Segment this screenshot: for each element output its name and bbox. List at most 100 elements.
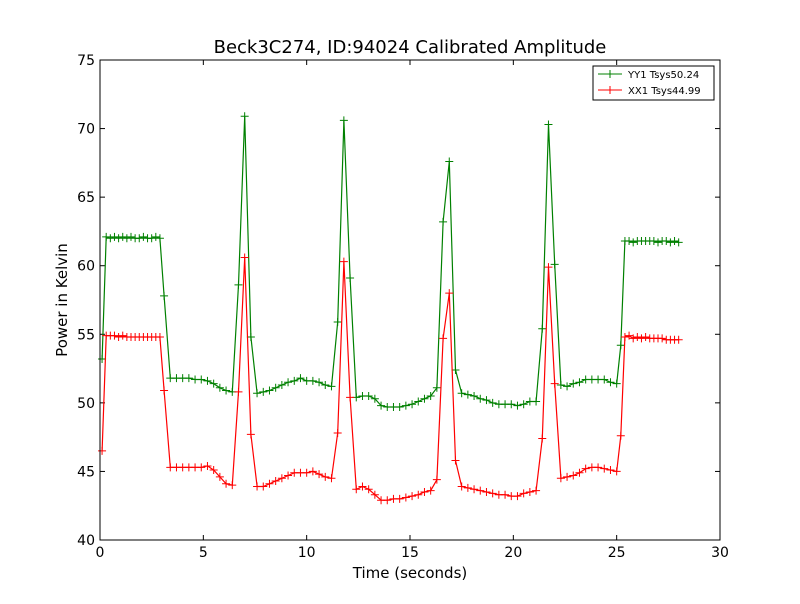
data-point-1-95 <box>641 333 650 342</box>
data-point-0-30 <box>253 389 262 398</box>
data-point-0-29 <box>246 333 255 342</box>
data-point-1-86 <box>600 464 609 473</box>
legend-box <box>592 65 715 101</box>
x-tick-label-3: 15 <box>401 545 419 561</box>
data-point-1-91 <box>625 331 634 340</box>
data-point-1-35 <box>284 471 293 480</box>
data-point-0-22 <box>203 376 212 385</box>
data-point-0-19 <box>184 374 193 383</box>
y-tick-label-0: 40 <box>77 533 95 549</box>
data-point-0-55 <box>408 400 417 409</box>
data-point-1-56 <box>414 490 423 499</box>
legend-label-yy1: YY1 Tsys50.24 <box>627 70 699 81</box>
data-point-0-66 <box>476 394 485 403</box>
data-point-1-53 <box>395 494 404 503</box>
data-point-0-48 <box>364 392 373 400</box>
data-point-0-21 <box>197 375 206 384</box>
data-point-0-41 <box>321 381 330 390</box>
data-point-0-45 <box>346 274 355 283</box>
data-point-1-23 <box>209 466 218 475</box>
data-point-1-77 <box>544 263 553 272</box>
data-point-0-98 <box>654 238 662 247</box>
data-point-1-60 <box>439 334 448 343</box>
x-tick-label-0: 0 <box>96 545 105 561</box>
data-point-0-12 <box>147 234 156 243</box>
data-point-0-49 <box>370 394 379 403</box>
series-1 <box>98 253 683 505</box>
data-point-1-44 <box>339 257 348 266</box>
data-point-1-80 <box>563 472 572 481</box>
data-point-1-78 <box>550 379 559 388</box>
data-point-1-79 <box>556 474 565 483</box>
data-point-0-23 <box>209 379 218 388</box>
data-point-1-32 <box>265 479 274 488</box>
data-point-0-86 <box>600 375 609 384</box>
plot-frame <box>99 59 721 541</box>
data-point-0-81 <box>569 379 578 388</box>
data-point-0-72 <box>513 401 522 410</box>
data-point-1-88 <box>612 467 621 476</box>
data-point-0-35 <box>284 378 293 387</box>
data-point-1-48 <box>364 485 373 494</box>
data-point-0-24 <box>215 383 224 392</box>
data-point-0-7 <box>127 232 135 241</box>
data-point-1-33 <box>271 477 280 486</box>
chart-title: Beck3C274, ID:94024 Calibrated Amplitude <box>214 37 607 58</box>
y-tick-label-5: 65 <box>77 190 95 206</box>
data-point-0-42 <box>327 382 336 391</box>
data-point-0-54 <box>401 401 410 410</box>
y-tick-label-7: 75 <box>77 53 95 69</box>
data-point-0-101 <box>666 238 675 247</box>
data-point-0-100 <box>662 237 671 246</box>
data-point-1-65 <box>470 485 479 494</box>
data-point-0-4 <box>114 234 123 243</box>
x-axis-label: Time (seconds) <box>352 564 468 582</box>
data-point-0-6 <box>122 234 131 243</box>
data-point-1-57 <box>420 488 429 496</box>
data-point-0-53 <box>395 402 404 411</box>
data-point-0-50 <box>377 401 386 410</box>
data-point-1-43 <box>333 429 342 438</box>
data-point-1-75 <box>532 486 541 495</box>
data-point-1-24 <box>215 472 224 481</box>
data-point-0-97 <box>649 237 658 246</box>
data-point-1-89 <box>616 431 625 440</box>
data-point-0-3 <box>110 232 119 241</box>
data-point-1-45 <box>346 393 355 402</box>
x-tick-label-2: 10 <box>298 545 316 561</box>
data-point-1-14 <box>155 333 164 342</box>
data-point-0-67 <box>482 396 491 405</box>
data-point-0-28 <box>240 112 249 121</box>
y-axis-label: Power in Kelvin <box>53 243 71 357</box>
data-point-1-103 <box>674 335 683 344</box>
data-point-1-85 <box>594 463 603 472</box>
data-point-0-79 <box>556 381 565 390</box>
data-point-0-27 <box>234 280 243 289</box>
data-point-1-92 <box>629 334 638 343</box>
data-point-0-63 <box>457 389 466 398</box>
data-point-1-22 <box>203 461 212 470</box>
legend-item-xx1: XX1 Tsys44.99 <box>598 86 701 97</box>
data-point-0-15 <box>160 291 169 300</box>
data-point-0-80 <box>563 382 572 391</box>
data-point-1-28 <box>240 253 249 262</box>
data-point-0-36 <box>290 376 299 385</box>
data-point-0-34 <box>277 381 286 390</box>
data-point-0-25 <box>222 386 231 395</box>
data-point-0-2 <box>106 234 115 243</box>
data-point-1-5 <box>118 331 127 340</box>
data-point-1-93 <box>633 333 642 342</box>
data-point-1-67 <box>482 488 491 496</box>
y-tick-label-3: 55 <box>77 327 95 343</box>
data-point-0-62 <box>451 365 460 374</box>
data-point-0-89 <box>616 341 625 350</box>
data-point-1-51 <box>383 496 392 505</box>
data-point-1-41 <box>321 472 330 481</box>
data-point-1-63 <box>457 482 466 491</box>
data-point-1-83 <box>581 464 590 473</box>
data-point-0-9 <box>135 234 144 243</box>
data-point-0-91 <box>625 237 634 246</box>
y-tick-label-4: 60 <box>77 259 95 275</box>
